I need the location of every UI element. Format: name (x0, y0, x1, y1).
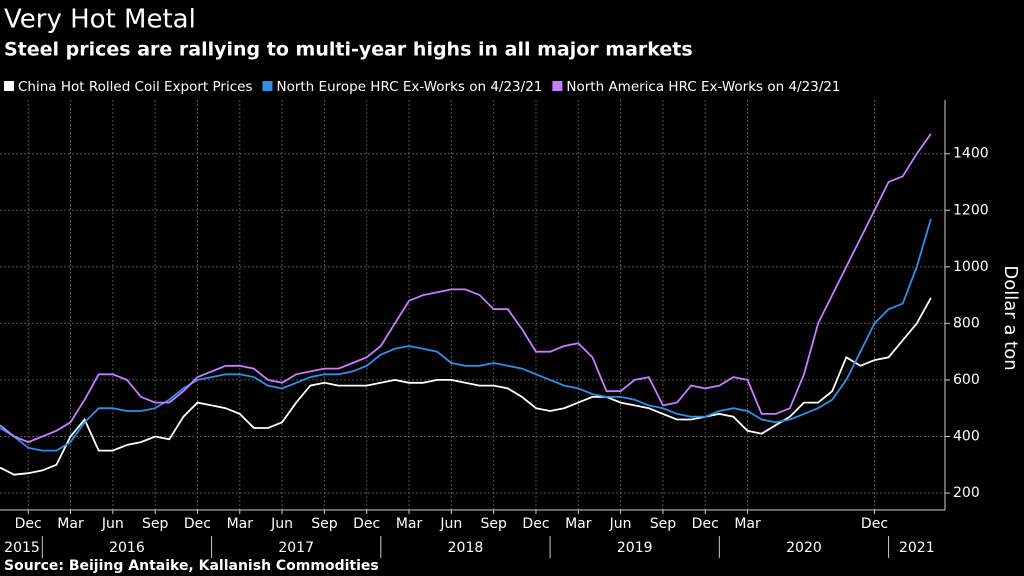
x-tick-label: Dec (353, 516, 380, 532)
y-tick-label: 800 (953, 315, 980, 331)
x-year-label: 2017 (278, 540, 314, 556)
chart-subtitle: Steel prices are rallying to multi-year … (4, 39, 693, 61)
x-tick-label: Jun (101, 516, 124, 532)
y-tick-label: 600 (953, 372, 980, 388)
x-tick-label: Mar (565, 516, 592, 532)
legend-swatch (4, 81, 14, 91)
x-year-label: 2020 (786, 540, 822, 556)
x-year-label: 2021 (899, 540, 935, 556)
x-tick-label: Mar (734, 516, 761, 532)
y-axis-label: Dollar a ton (1000, 265, 1021, 370)
x-tick-label: Jun (439, 516, 462, 532)
x-year-label: 2018 (448, 540, 484, 556)
y-tick-label: 1400 (953, 146, 989, 162)
x-tick-label: Sep (480, 516, 507, 532)
chart-title: Very Hot Metal (4, 5, 196, 35)
x-tick-label: Dec (15, 516, 42, 532)
legend-swatch (262, 81, 273, 91)
legend-label: North America HRC Ex-Works on 4/23/21 (566, 79, 840, 95)
y-tick-label: 1000 (953, 259, 989, 275)
legend-label: China Hot Rolled Coil Export Prices (18, 79, 252, 95)
x-year-label: 2019 (617, 540, 653, 556)
x-tick-label: Sep (650, 516, 677, 532)
x-year-label: 2016 (109, 540, 145, 556)
x-tick-label: Sep (142, 516, 169, 532)
y-tick-label: 1200 (953, 202, 989, 218)
source: Source: Beijing Antaike, Kallanish Commo… (4, 558, 379, 574)
line-series (0, 133, 932, 444)
x-year-label: 2015 (4, 540, 40, 556)
x-tick-label: Jun (609, 516, 632, 532)
legend-label: North Europe HRC Ex-Works on 4/23/21 (276, 79, 542, 95)
legend-swatch (552, 81, 563, 91)
x-tick-label: Jun (270, 516, 293, 532)
x-tick-label: Dec (692, 516, 719, 532)
x-tick-label: Mar (57, 516, 84, 532)
y-tick-label: 400 (953, 428, 980, 444)
x-tick-label: Dec (184, 516, 211, 532)
line-series (0, 297, 932, 476)
y-tick-label: 200 (953, 485, 980, 501)
line-series (0, 218, 932, 452)
x-tick-label: Mar (227, 516, 254, 532)
x-tick-label: Dec (522, 516, 549, 532)
x-tick-label: Dec (861, 516, 888, 532)
x-tick-label: Sep (311, 516, 338, 532)
x-tick-label: Mar (396, 516, 423, 532)
